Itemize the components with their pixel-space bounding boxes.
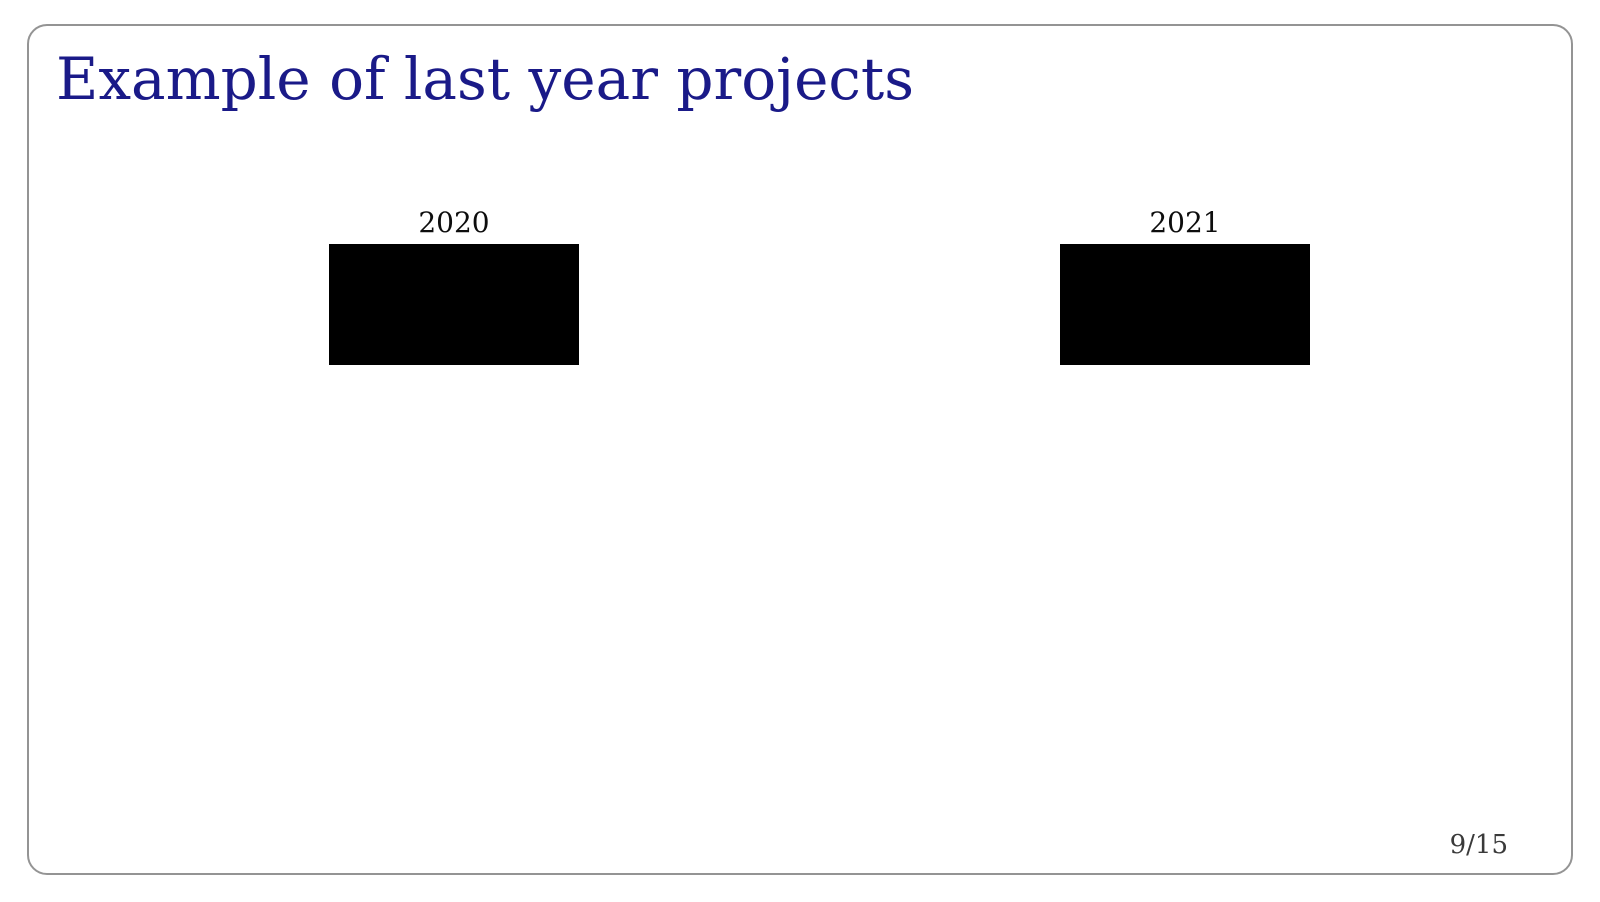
project-item-2020: 2020: [329, 209, 579, 365]
project-image-redacted-rectangle: [1060, 244, 1310, 365]
project-item-2021: 2021: [1060, 209, 1310, 365]
project-year-label: 2021: [1149, 206, 1221, 239]
project-image-redacted-rectangle: [329, 244, 579, 365]
slide-title: Example of last year projects: [56, 45, 914, 113]
project-year-label: 2020: [418, 206, 490, 239]
slide-frame: Example of last year projects 2020 2021 …: [27, 24, 1573, 875]
page-number: 9/15: [1449, 830, 1508, 860]
